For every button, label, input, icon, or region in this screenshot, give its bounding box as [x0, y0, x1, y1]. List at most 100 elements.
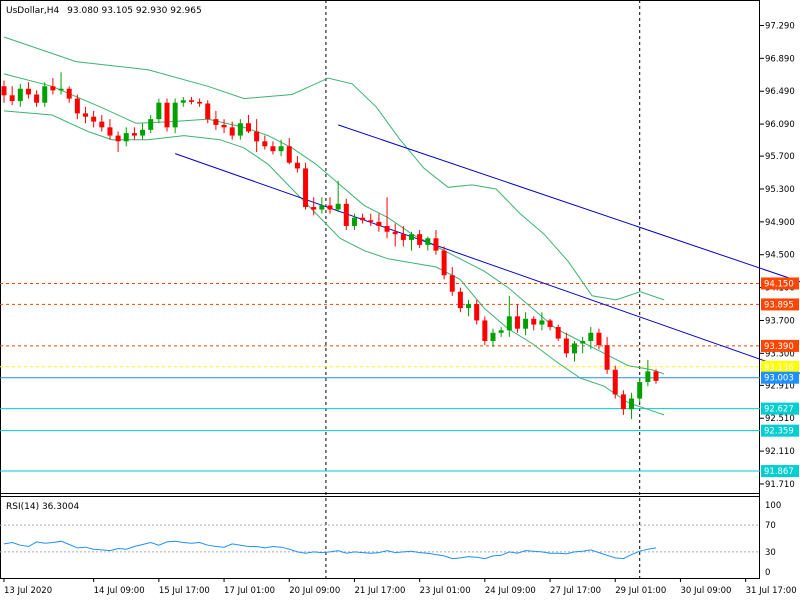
candle-body: [115, 135, 121, 142]
candle-body: [66, 88, 72, 99]
candle-body: [343, 203, 349, 226]
candle-body: [376, 221, 382, 226]
rsi-tick-label: 0: [765, 568, 770, 578]
price-tick-label: 97.290: [765, 21, 795, 31]
level-tag: [761, 360, 799, 373]
bollinger-lower: [3, 110, 665, 416]
candle-body: [400, 234, 406, 240]
time-tick-label: 29 Jul 01:00: [615, 586, 666, 596]
price-tick-label: 96.090: [765, 120, 795, 130]
candle-body: [83, 113, 88, 117]
candle-body: [653, 371, 659, 381]
candle-body: [74, 98, 80, 114]
price-tick-label: 93.700: [765, 316, 795, 326]
candle-body: [262, 141, 268, 147]
candle-body: [99, 121, 105, 128]
candle-body: [42, 86, 48, 103]
candle-body: [449, 275, 455, 292]
candle-body: [131, 133, 137, 136]
candle-body: [523, 318, 529, 329]
candle-body: [140, 129, 146, 136]
candle-body: [50, 86, 56, 91]
time-tick-label: 20 Jul 09:00: [289, 586, 340, 596]
rsi-tick-label: 30: [765, 548, 776, 558]
candle-body: [498, 330, 504, 333]
time-axis: 13 Jul 2020 14 Jul 09:00 15 Jul 17:00 17 Ju…: [3, 578, 797, 596]
candle-body: [612, 369, 618, 395]
candle-body: [384, 225, 390, 232]
level-tag: [761, 424, 799, 437]
level-tag-label: 93.136: [764, 363, 794, 373]
candle-body: [107, 127, 113, 136]
candle-body: [563, 338, 569, 354]
price-tick-label: 92.510: [765, 414, 795, 424]
candle-body: [17, 88, 23, 102]
price-tick-label: 96.890: [765, 54, 795, 64]
time-tick-label: 27 Jul 17:00: [550, 586, 601, 596]
candle-body: [58, 88, 64, 91]
candle-body: [172, 102, 178, 128]
price-tick-label: 94.500: [765, 251, 795, 261]
candle-body: [180, 100, 186, 103]
candle-body: [254, 131, 260, 142]
candle-body: [417, 234, 423, 245]
candle-body: [629, 398, 635, 410]
candle-body: [482, 320, 488, 341]
candle-body: [466, 304, 472, 309]
candle-body: [25, 88, 31, 95]
time-tick-label: 21 Jul 17:00: [354, 586, 405, 596]
time-tick-label: 14 Jul 09:00: [94, 586, 145, 596]
candle-body: [368, 220, 374, 222]
candle-body: [229, 127, 235, 136]
price-tick-label: 91.710: [765, 480, 795, 490]
candle-body: [588, 332, 594, 341]
time-tick-label: 23 Jul 01:00: [420, 586, 471, 596]
candle-body: [188, 100, 194, 102]
rsi-tick-label: 100: [765, 501, 781, 511]
price-tick-label: 92.110: [765, 447, 795, 457]
candle-body: [327, 205, 333, 210]
bollinger-middle: [3, 73, 665, 375]
level-tag: [761, 277, 799, 290]
candle-body: [604, 345, 610, 370]
time-tick-label: 17 Jul 01:00: [224, 586, 275, 596]
price-axis: 97.290 96.890 96.490 96.090 95.700 95.300 94.9…: [760, 21, 795, 490]
channel-line: [174, 153, 800, 374]
candle-body: [213, 119, 219, 125]
symbol-label: UsDollar,H4 93.080 93.105 92.930 92.965: [6, 6, 202, 16]
candle-body: [596, 332, 602, 346]
ohlc-header: 93.080 93.105 92.930 92.965: [67, 6, 202, 16]
candle-body: [409, 234, 414, 240]
candle-body: [34, 94, 40, 103]
candle-body: [237, 123, 243, 136]
level-tag: [761, 298, 799, 311]
level-tag: [761, 402, 799, 415]
candle-body: [425, 238, 431, 245]
candle-body: [270, 146, 276, 152]
bollinger-upper: [3, 36, 665, 301]
candle-body: [531, 318, 537, 325]
candle-body: [156, 102, 162, 120]
price-tick-label: 95.300: [765, 185, 795, 195]
candle-body: [441, 250, 447, 276]
candle-body: [351, 217, 357, 226]
level-tag-label: 93.895: [764, 300, 794, 310]
candle-body: [555, 327, 561, 339]
time-tick-label: 31 Jul 17:00: [746, 586, 797, 596]
candle-body: [580, 340, 586, 344]
candle-body: [457, 291, 463, 309]
channel-line: [337, 124, 800, 283]
candle-body: [205, 103, 211, 120]
time-tick-label: 24 Jul 09:00: [485, 586, 536, 596]
price-tick-label: 92.910: [765, 381, 795, 391]
level-tag-label: 92.359: [764, 427, 794, 437]
bollinger-bands: [3, 36, 665, 416]
rsi-pane: 100 70 30 0: [0, 501, 781, 578]
level-tag: [761, 465, 799, 478]
candle-body: [506, 316, 512, 331]
candle-body: [645, 371, 651, 383]
candle-body: [246, 123, 251, 132]
candle-body: [547, 320, 553, 328]
